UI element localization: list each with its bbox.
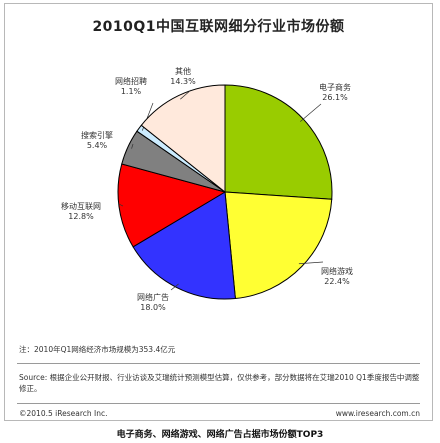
chart-frame: 2010Q1中国互联网细分行业市场份额 电子商务 26.1% 网络游戏 22.4% 网络… (4, 3, 433, 421)
divider-bottom (17, 403, 420, 404)
pie-slice-0 (224, 84, 333, 200)
slice-name-label-6: 其他 (175, 66, 191, 76)
slice-name-label-5: 网络招聘 (115, 76, 147, 86)
slice-value-label-4: 5.4% (87, 141, 108, 150)
slice-name-label-2: 网络广告 (137, 292, 169, 302)
slice-value-label-5: 1.1% (121, 87, 142, 96)
slice-name-label-0: 电子商务 (319, 82, 351, 92)
slice-value-label-1: 22.4% (324, 277, 350, 286)
pie-slice-2 (132, 191, 236, 300)
divider-top (17, 363, 420, 364)
copyright: ©2010.5 iResearch Inc. (19, 409, 108, 418)
website: www.iresearch.com.cn (335, 409, 420, 418)
leader-line-6 (180, 89, 192, 100)
chart-title: 2010Q1中国互联网细分行业市场份额 (92, 19, 345, 35)
slice-name-label-4: 搜索引擎 (81, 130, 113, 140)
market-size-note: 注：2010年Q1网络经济市场规模为353.4亿元 (19, 345, 176, 354)
slice-value-label-2: 18.0% (140, 303, 166, 312)
slice-value-label-0: 26.1% (322, 93, 348, 102)
leader-line-2 (170, 283, 179, 291)
slice-name-label-1: 网络游戏 (321, 266, 353, 276)
slice-value-label-3: 12.8% (68, 212, 94, 221)
pie-slice-6 (140, 84, 226, 194)
slice-name-label-3: 移动互联网 (61, 201, 101, 211)
pie-slice-3 (117, 163, 227, 248)
image-caption: 电子商务、网络游戏、网络广告占据市场份额TOP3 (116, 430, 324, 440)
leader-line-1 (298, 261, 324, 265)
pie-slice-1 (224, 191, 333, 300)
source-note: Source: 根据企业公开财报、行业访谈及艾瑞统计预测模型估算，仅供参考，部分… (19, 373, 420, 393)
leader-line-4 (131, 143, 134, 149)
slice-value-label-6: 14.3% (170, 77, 196, 86)
leader-line-0 (300, 103, 322, 122)
leader-line-3 (118, 203, 124, 207)
